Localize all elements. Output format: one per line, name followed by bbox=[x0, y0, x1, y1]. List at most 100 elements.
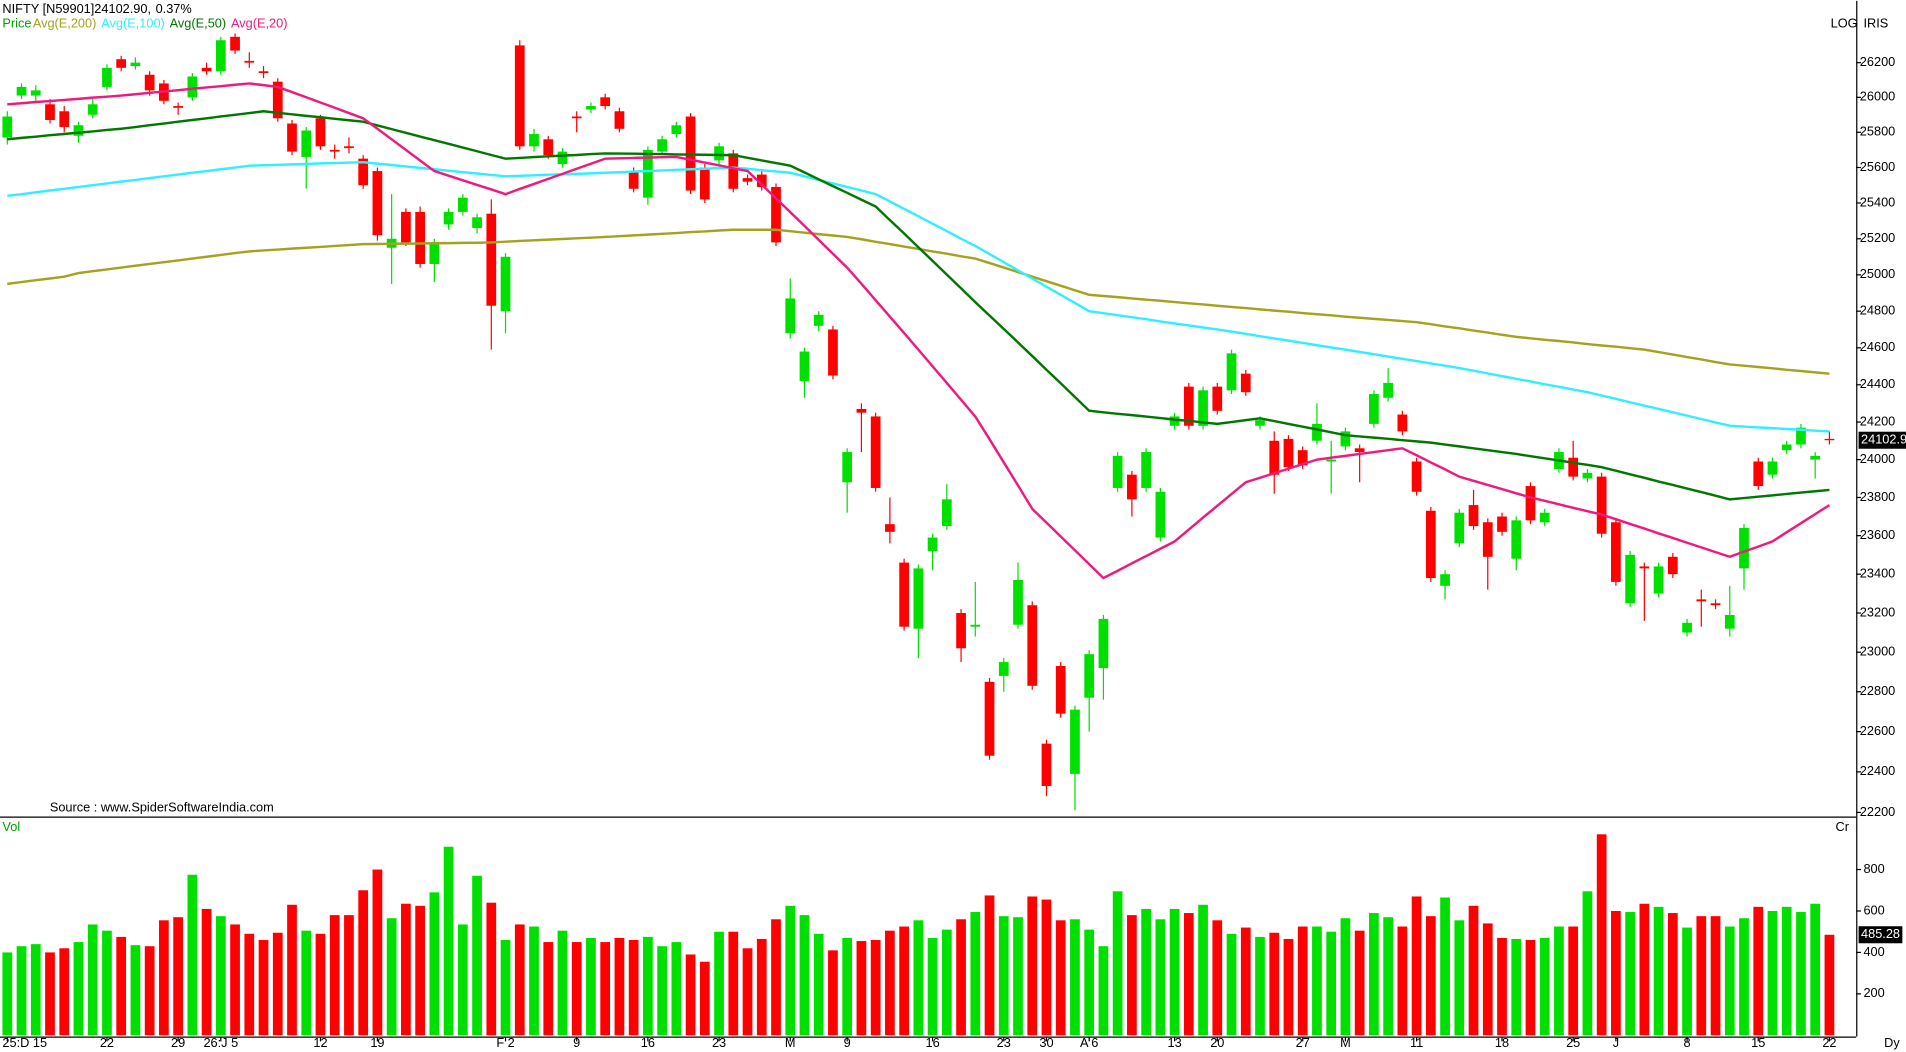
volume-bar bbox=[45, 952, 55, 1036]
candle-body bbox=[1440, 574, 1450, 586]
volume-bar bbox=[102, 930, 112, 1036]
candle-body bbox=[1653, 566, 1664, 594]
volume-bar bbox=[899, 926, 909, 1036]
x-tick-label: 8 bbox=[1684, 1035, 1691, 1050]
candle-body bbox=[657, 139, 667, 152]
y-tick-label: 25200 bbox=[1860, 230, 1895, 245]
last-value-tag bbox=[1858, 431, 1906, 449]
candle-body bbox=[728, 153, 739, 189]
moving-average-line bbox=[7, 228, 1830, 375]
volume-bar bbox=[230, 924, 240, 1036]
volume-bar bbox=[714, 931, 724, 1036]
volume-bar bbox=[1497, 937, 1507, 1036]
y-tick-label: 22800 bbox=[1860, 683, 1895, 698]
volume-bar bbox=[1169, 908, 1180, 1036]
volume-bar bbox=[1269, 932, 1280, 1036]
volume-bar bbox=[1027, 896, 1038, 1036]
candle-body bbox=[514, 45, 525, 147]
candle-body bbox=[1312, 423, 1322, 441]
candle-body bbox=[1354, 448, 1365, 453]
candle-body bbox=[586, 106, 596, 110]
x-tick-label: 23 bbox=[997, 1035, 1011, 1050]
volume-bar bbox=[1155, 919, 1166, 1036]
volume-bar bbox=[529, 926, 539, 1036]
candle-body bbox=[1212, 386, 1223, 411]
x-tick-label: 15 bbox=[1751, 1035, 1765, 1050]
volume-bar bbox=[16, 946, 27, 1036]
volume-unit: Cr bbox=[1835, 819, 1849, 834]
volume-bar bbox=[557, 930, 568, 1036]
candle-body bbox=[1098, 618, 1109, 668]
volume-bar bbox=[1611, 910, 1621, 1036]
candle-body bbox=[870, 416, 881, 488]
volume-bar bbox=[301, 930, 312, 1036]
candle-body bbox=[799, 351, 810, 382]
candle-body bbox=[457, 197, 468, 212]
volume-bar bbox=[73, 942, 84, 1036]
candle-body bbox=[1482, 522, 1493, 557]
volume-bar bbox=[1198, 904, 1208, 1036]
y-tick-label: 22400 bbox=[1860, 763, 1895, 778]
candle-body bbox=[1710, 603, 1721, 606]
candle-body bbox=[144, 74, 155, 91]
volume-bar bbox=[514, 924, 525, 1036]
candle-body bbox=[927, 537, 938, 552]
candle-body bbox=[116, 59, 127, 68]
candle-body bbox=[1724, 614, 1735, 629]
volume-bar bbox=[1511, 938, 1522, 1036]
volume-title: Vol bbox=[2, 819, 20, 834]
x-tick-label: 9 bbox=[573, 1035, 580, 1050]
candle-body bbox=[1283, 438, 1294, 468]
volume-bar bbox=[1724, 926, 1735, 1036]
volume-bar bbox=[1183, 913, 1194, 1036]
candle-body bbox=[1781, 444, 1792, 451]
candle-body bbox=[600, 97, 611, 107]
candle-body bbox=[372, 171, 383, 236]
volume-bar bbox=[1397, 926, 1408, 1036]
candle-body bbox=[1070, 709, 1080, 774]
candle-body bbox=[443, 211, 454, 225]
candle-body bbox=[1269, 440, 1280, 475]
volume-bar bbox=[1369, 913, 1379, 1036]
volume-bar bbox=[1383, 917, 1393, 1036]
candle-body bbox=[30, 90, 41, 96]
volume-bar bbox=[1326, 931, 1337, 1036]
candle-body bbox=[358, 158, 369, 186]
volume-bar bbox=[671, 942, 682, 1036]
candle-body bbox=[1667, 556, 1678, 575]
candle-body bbox=[415, 211, 425, 264]
volume-bar bbox=[1753, 906, 1764, 1036]
y-tick-label: 24000 bbox=[1860, 451, 1895, 466]
volume-bar bbox=[258, 939, 269, 1036]
x-tick-label: 9 bbox=[844, 1035, 851, 1050]
y-tick-label: 23200 bbox=[1860, 604, 1895, 619]
candle-body bbox=[1141, 452, 1151, 488]
x-tick-label: 27 bbox=[1296, 1035, 1310, 1050]
volume-bar bbox=[1312, 926, 1322, 1036]
candle-body bbox=[785, 298, 796, 334]
candle-body bbox=[1753, 461, 1764, 487]
volume-bar bbox=[1425, 916, 1436, 1036]
y-tick-label: 26200 bbox=[1860, 54, 1895, 69]
volume-bar bbox=[1454, 920, 1465, 1036]
volume-bar bbox=[828, 950, 838, 1036]
candle-body bbox=[742, 178, 753, 182]
candle-body bbox=[956, 613, 966, 649]
candle-body bbox=[1796, 427, 1806, 445]
y-tick-label: 23000 bbox=[1860, 644, 1895, 659]
candle-body bbox=[1696, 599, 1707, 602]
x-tick-label: 13 bbox=[1167, 1035, 1181, 1050]
volume-bar bbox=[173, 917, 183, 1036]
candle-body bbox=[1425, 510, 1436, 579]
candle-body bbox=[301, 130, 312, 157]
candle-body bbox=[401, 211, 411, 243]
x-tick-label: 26:J 5 bbox=[203, 1035, 238, 1050]
candle-body bbox=[529, 134, 539, 147]
candle-body bbox=[1240, 373, 1251, 393]
candle-body bbox=[984, 681, 995, 756]
volume-bar bbox=[372, 869, 383, 1036]
legend-entry: Avg(E,50) bbox=[170, 15, 226, 30]
candle-body bbox=[1454, 512, 1465, 544]
volume-bar bbox=[813, 933, 824, 1036]
